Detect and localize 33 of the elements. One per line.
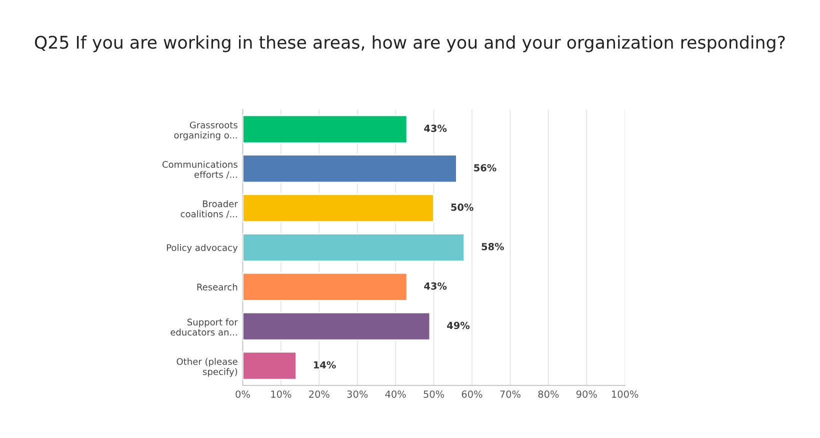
bar — [242, 232, 466, 262]
x-tick-label: 80% — [538, 390, 559, 398]
y-tick-label: Grassroots organizing o... — [174, 122, 238, 140]
data-label: 43% — [424, 124, 447, 132]
bar — [242, 272, 408, 302]
data-label: 49% — [447, 322, 470, 330]
x-tick-label: 10% — [271, 390, 292, 398]
y-tick-label: Broader coalitions /... — [180, 200, 238, 218]
x-tick-label: 0% — [236, 390, 250, 398]
chart-title: Q25 If you are working in these areas, how are you and your organization responding? — [34, 35, 785, 52]
bar — [242, 154, 458, 184]
x-tick-label: 70% — [500, 390, 520, 398]
y-tick-label: Support for educators an... — [170, 318, 238, 336]
bar — [242, 194, 434, 223]
bar — [242, 312, 431, 341]
x-tick-label: 50% — [424, 390, 444, 398]
data-label: 56% — [474, 164, 496, 172]
x-tick-label: 40% — [385, 390, 406, 398]
data-label: 14% — [314, 361, 336, 369]
y-tick-label: Research — [197, 283, 238, 290]
x-tick-label: 20% — [309, 390, 330, 398]
x-tick-label: 60% — [462, 390, 482, 398]
data-label: 58% — [482, 242, 504, 250]
y-tick-label: Communications efforts /... — [162, 160, 238, 179]
data-label: 50% — [451, 204, 474, 211]
x-tick-label: 100% — [612, 390, 638, 398]
bar — [242, 114, 408, 144]
bar — [242, 351, 297, 380]
x-tick-label: 90% — [576, 390, 597, 398]
x-tick-label: 30% — [347, 390, 368, 398]
y-tick-label: Other (please specify) — [176, 358, 238, 377]
data-label: 43% — [424, 282, 447, 290]
y-tick-label: Policy advocacy — [166, 244, 238, 253]
